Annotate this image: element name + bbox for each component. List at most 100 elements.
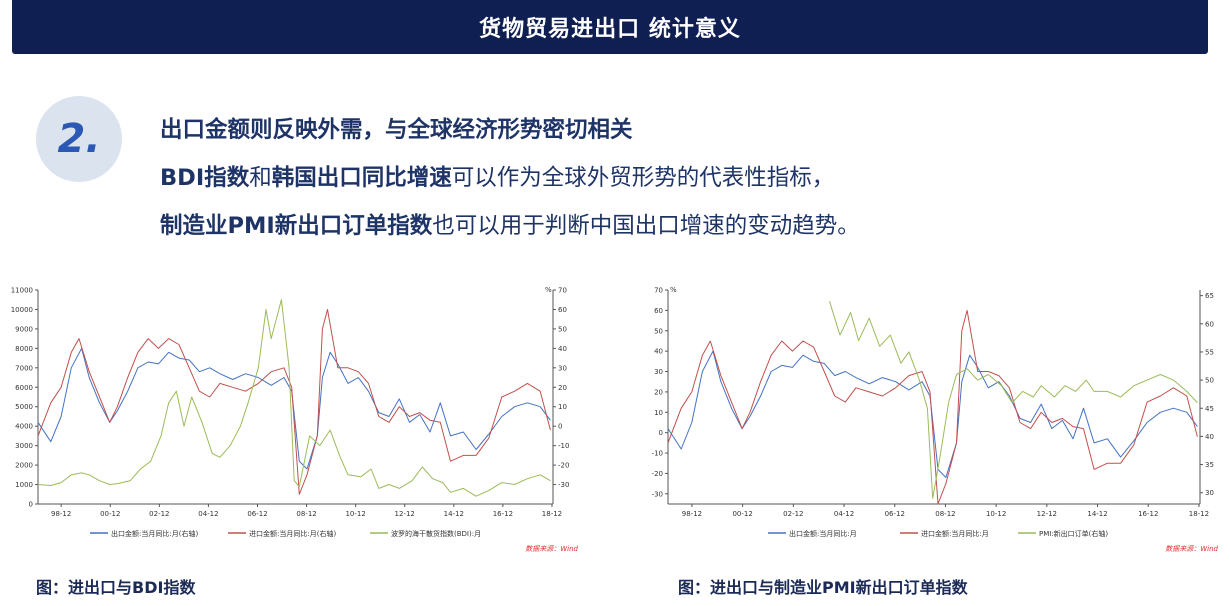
legend-label-1: 出口金额:当月同比:月(右轴)	[111, 529, 198, 538]
legend-label-2: 进口金额:当月同比:月(右轴)	[249, 529, 336, 538]
y-left-tick-label: 50	[654, 327, 663, 335]
y-right-tick-label: -30	[558, 481, 569, 489]
y-right-tick-label: 0	[558, 423, 562, 431]
y-right-tick-label: 10	[558, 403, 567, 411]
x-tick-label: 04-12	[834, 510, 854, 518]
y-left-tick-label: 10000	[11, 306, 33, 314]
header-bar: 货物贸易进出口 统计意义	[12, 0, 1208, 54]
x-tick-label: 18-12	[1189, 510, 1209, 518]
x-tick-label: 10-12	[986, 510, 1006, 518]
bdi-term: BDI指数	[160, 165, 250, 191]
y-left-tick-label: -30	[652, 490, 663, 498]
series-line-2	[37, 309, 551, 495]
caption-right-prefix: 图：进出口与	[678, 578, 775, 597]
y-left-tick-label: 5000	[15, 403, 33, 411]
y-left-tick-label: 10	[654, 409, 663, 417]
y-right-tick-label: 50	[558, 325, 567, 333]
data-source-label: 数据来源：Wind	[525, 545, 578, 553]
point-line-2-text: 可以作为全球外贸形势的代表性指标，	[451, 165, 835, 191]
legend-label-2: 进口金额:当月同比:月	[921, 529, 989, 538]
y-left-tick-label: 9000	[15, 325, 33, 333]
point-number: 2.	[57, 116, 101, 162]
series-line-1	[667, 350, 1198, 478]
x-tick-label: 16-12	[1138, 510, 1158, 518]
x-tick-label: 06-12	[885, 510, 905, 518]
series-line-1	[37, 347, 551, 470]
y-left-tick-label: 60	[654, 307, 663, 315]
series-line-3	[829, 301, 1198, 499]
y-left-tick-label: 3000	[15, 442, 33, 450]
x-tick-label: 02-12	[783, 510, 803, 518]
y-left-tick-label: -20	[652, 470, 663, 478]
chart-trade-vs-bdi: 1100010000900080007000600050004000300020…	[11, 286, 579, 553]
y-right-tick-label: 60	[558, 306, 567, 314]
y-right-tick-label: 50	[1205, 377, 1214, 385]
y-right-tick-label: 65	[1205, 292, 1214, 300]
series-line-3	[37, 299, 551, 497]
point-number-badge: 2.	[36, 96, 122, 182]
y-left-tick-label: 20	[654, 388, 663, 396]
y-left-tick-label: 40	[654, 348, 663, 356]
x-tick-label: 06-12	[247, 510, 267, 518]
x-tick-label: 12-12	[395, 510, 415, 518]
y-left-tick-label: 2000	[15, 462, 33, 470]
y-left-tick-label: 0	[659, 429, 663, 437]
point-line-1: 出口金额则反映外需，与全球经济形势密切相关	[160, 106, 860, 154]
point-line-2: BDI指数和韩国出口同比增速可以作为全球外贸形势的代表性指标，	[160, 154, 860, 202]
y-right-tick-label: 45	[1205, 405, 1214, 413]
y-left-tick-label: 0	[29, 501, 33, 509]
x-tick-label: 16-12	[493, 510, 513, 518]
point-text: 出口金额则反映外需，与全球经济形势密切相关 BDI指数和韩国出口同比增速可以作为…	[160, 106, 860, 250]
y-left-tick-label: 7000	[15, 364, 33, 372]
y-left-tick-label: 6000	[15, 384, 33, 392]
page-title: 货物贸易进出口 统计意义	[479, 17, 741, 42]
y-left-tick-label: 8000	[15, 345, 33, 353]
x-tick-label: 08-12	[935, 510, 955, 518]
y-left-tick-label: 1000	[15, 481, 33, 489]
y-right-tick-label: 40	[1205, 433, 1214, 441]
y-right-tick-label: 70	[558, 287, 567, 295]
y-left-tick-label: 30	[654, 368, 663, 376]
y-right-tick-label: 30	[558, 364, 567, 372]
y-left-tick-label: -10	[652, 450, 663, 458]
y-right-tick-label: 60	[1205, 320, 1214, 328]
y-left-unit: %	[670, 286, 677, 294]
y-right-tick-label: -10	[558, 442, 569, 450]
x-tick-label: 00-12	[100, 510, 120, 518]
legend-label-1: 出口金额:当月同比:月	[789, 529, 857, 538]
y-left-tick-label: 4000	[15, 423, 33, 431]
y-right-tick-label: 55	[1205, 348, 1214, 356]
x-tick-label: 12-12	[1037, 510, 1057, 518]
chart-trade-vs-pmi: 70 60 50 40 30 20 10 0 -10 -20 -30% 65 60 55 50 45 40 35 3…	[652, 286, 1219, 553]
y-right-tick-label: 20	[558, 384, 567, 392]
y-left-tick-label: 11000	[11, 287, 33, 295]
point-line-3-text: 也可以用于判断中国出口增速的变动趋势。	[432, 213, 860, 239]
point-line-1-text: 出口金额则反映外需，与全球经济形势密切相关	[160, 117, 633, 143]
x-tick-label: 98-12	[682, 510, 702, 518]
y-right-tick-label: 30	[1205, 489, 1214, 497]
y-right-tick-label: 40	[558, 345, 567, 353]
series-line-2	[667, 309, 1198, 505]
x-tick-label: 00-12	[732, 510, 752, 518]
x-tick-label: 04-12	[198, 510, 218, 518]
caption-left-bold: BDI指数	[132, 578, 196, 597]
y-left-tick-label: 70	[654, 287, 663, 295]
data-source-label: 数据来源：Wind	[1165, 545, 1218, 553]
point-line-3: 制造业PMI新出口订单指数也可以用于判断中国出口增速的变动趋势。	[160, 202, 860, 250]
x-tick-label: 02-12	[149, 510, 169, 518]
conjunction: 和	[249, 165, 272, 191]
legend-label-3: PMI:新出口订单(右轴)	[1039, 529, 1108, 538]
y-right-unit: %	[545, 286, 552, 294]
legend-label-3: 波罗的海干散货指数(BDI):月	[391, 529, 481, 538]
caption-right-bold: 制造业PMI新出口订单指数	[774, 578, 968, 597]
x-tick-label: 14-12	[444, 510, 464, 518]
y-right-tick-label: -20	[558, 462, 569, 470]
x-tick-label: 10-12	[345, 510, 365, 518]
x-tick-label: 18-12	[542, 510, 562, 518]
y-right-tick-label: 35	[1205, 461, 1214, 469]
caption-left-prefix: 图：进出口与	[36, 578, 133, 597]
caption-right: 图：进出口与制造业PMI新出口订单指数	[678, 574, 968, 598]
x-tick-label: 14-12	[1087, 510, 1107, 518]
x-tick-label: 08-12	[296, 510, 316, 518]
caption-left: 图：进出口与BDI指数	[36, 574, 195, 598]
